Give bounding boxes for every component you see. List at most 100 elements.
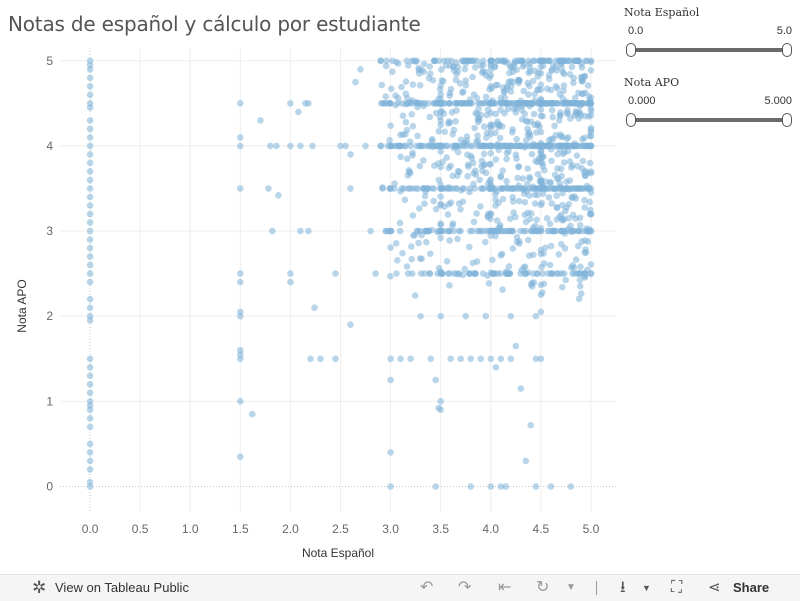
data-point[interactable] <box>509 185 516 192</box>
data-point[interactable] <box>307 355 314 363</box>
data-point[interactable] <box>86 219 94 226</box>
data-point[interactable] <box>557 227 565 235</box>
data-point[interactable] <box>428 226 436 234</box>
data-point[interactable] <box>520 227 528 235</box>
data-point[interactable] <box>402 142 409 150</box>
data-point[interactable] <box>533 129 540 136</box>
data-point[interactable] <box>86 117 94 124</box>
data-point[interactable] <box>399 249 406 257</box>
data-point[interactable] <box>559 283 566 291</box>
data-point[interactable] <box>528 150 536 158</box>
data-point[interactable] <box>577 102 584 110</box>
data-point[interactable] <box>454 167 462 175</box>
data-point[interactable] <box>491 190 499 198</box>
data-point[interactable] <box>437 163 445 171</box>
fullscreen-icon[interactable]: ⛶ <box>671 579 683 596</box>
data-point[interactable] <box>560 215 568 223</box>
data-point[interactable] <box>297 227 304 235</box>
data-point[interactable] <box>297 142 304 150</box>
data-point[interactable] <box>399 112 407 120</box>
data-point[interactable] <box>444 211 452 218</box>
data-point[interactable] <box>474 132 481 139</box>
data-point[interactable] <box>579 90 587 97</box>
data-point[interactable] <box>480 123 488 130</box>
data-point[interactable] <box>553 192 560 199</box>
data-point[interactable] <box>507 88 515 95</box>
data-point[interactable] <box>462 77 470 84</box>
data-point[interactable] <box>417 312 424 320</box>
data-point[interactable] <box>487 82 495 90</box>
data-point[interactable] <box>407 169 414 177</box>
data-point[interactable] <box>394 257 401 264</box>
data-point[interactable] <box>586 100 594 107</box>
data-point[interactable] <box>426 270 434 277</box>
data-point[interactable] <box>477 62 485 69</box>
data-point[interactable] <box>450 227 457 235</box>
data-point[interactable] <box>466 243 473 251</box>
data-point[interactable] <box>513 135 520 143</box>
data-point[interactable] <box>426 63 434 70</box>
data-point[interactable] <box>509 129 516 136</box>
data-point[interactable] <box>352 78 359 86</box>
data-point[interactable] <box>389 68 396 75</box>
data-point[interactable] <box>575 227 583 235</box>
data-point[interactable] <box>414 103 421 111</box>
data-point[interactable] <box>478 157 486 165</box>
data-point[interactable] <box>539 112 546 120</box>
chevron-down-icon[interactable]: ▼ <box>566 582 576 593</box>
data-point[interactable] <box>499 286 506 293</box>
data-point[interactable] <box>564 185 571 192</box>
data-point[interactable] <box>466 188 473 196</box>
data-point[interactable] <box>267 142 274 150</box>
data-point[interactable] <box>441 128 449 136</box>
data-point[interactable] <box>444 227 452 235</box>
data-point[interactable] <box>86 304 94 312</box>
data-point[interactable] <box>587 67 595 74</box>
data-point[interactable] <box>459 88 467 96</box>
data-point[interactable] <box>457 355 465 363</box>
view-on-tableau-link[interactable]: View on Tableau Public <box>55 580 189 595</box>
data-point[interactable] <box>530 110 538 118</box>
data-point[interactable] <box>521 144 528 151</box>
data-point[interactable] <box>402 78 410 85</box>
data-point[interactable] <box>586 185 593 192</box>
data-point[interactable] <box>420 157 427 164</box>
data-point[interactable] <box>395 142 402 150</box>
data-point[interactable] <box>412 185 420 192</box>
data-point[interactable] <box>539 270 546 277</box>
data-point[interactable] <box>86 134 94 141</box>
data-point[interactable] <box>237 312 244 320</box>
data-point[interactable] <box>464 151 471 158</box>
data-point[interactable] <box>437 185 445 192</box>
data-point[interactable] <box>492 110 500 118</box>
data-point[interactable] <box>486 161 493 168</box>
data-point[interactable] <box>385 100 392 107</box>
data-point[interactable] <box>513 100 521 107</box>
data-point[interactable] <box>384 142 391 150</box>
data-point[interactable] <box>581 204 589 211</box>
data-point[interactable] <box>587 169 595 177</box>
data-point[interactable] <box>515 182 522 189</box>
data-point[interactable] <box>551 122 558 130</box>
data-point[interactable] <box>387 273 394 280</box>
data-point[interactable] <box>566 177 574 184</box>
data-point[interactable] <box>571 270 578 277</box>
data-point[interactable] <box>400 185 408 192</box>
data-point[interactable] <box>426 113 434 121</box>
data-point[interactable] <box>576 270 584 277</box>
data-point[interactable] <box>492 364 500 371</box>
data-point[interactable] <box>446 100 454 107</box>
data-point[interactable] <box>438 270 446 277</box>
revert-icon[interactable]: ⇤ <box>498 579 512 596</box>
data-point[interactable] <box>525 91 532 98</box>
data-point[interactable] <box>472 270 479 277</box>
data-point[interactable] <box>449 172 457 180</box>
data-point[interactable] <box>410 232 417 239</box>
data-point[interactable] <box>435 264 443 272</box>
data-point[interactable] <box>402 90 410 98</box>
data-point[interactable] <box>86 168 94 175</box>
data-point[interactable] <box>237 100 244 107</box>
data-point[interactable] <box>489 256 496 264</box>
data-point[interactable] <box>396 227 404 235</box>
data-point[interactable] <box>237 355 244 363</box>
